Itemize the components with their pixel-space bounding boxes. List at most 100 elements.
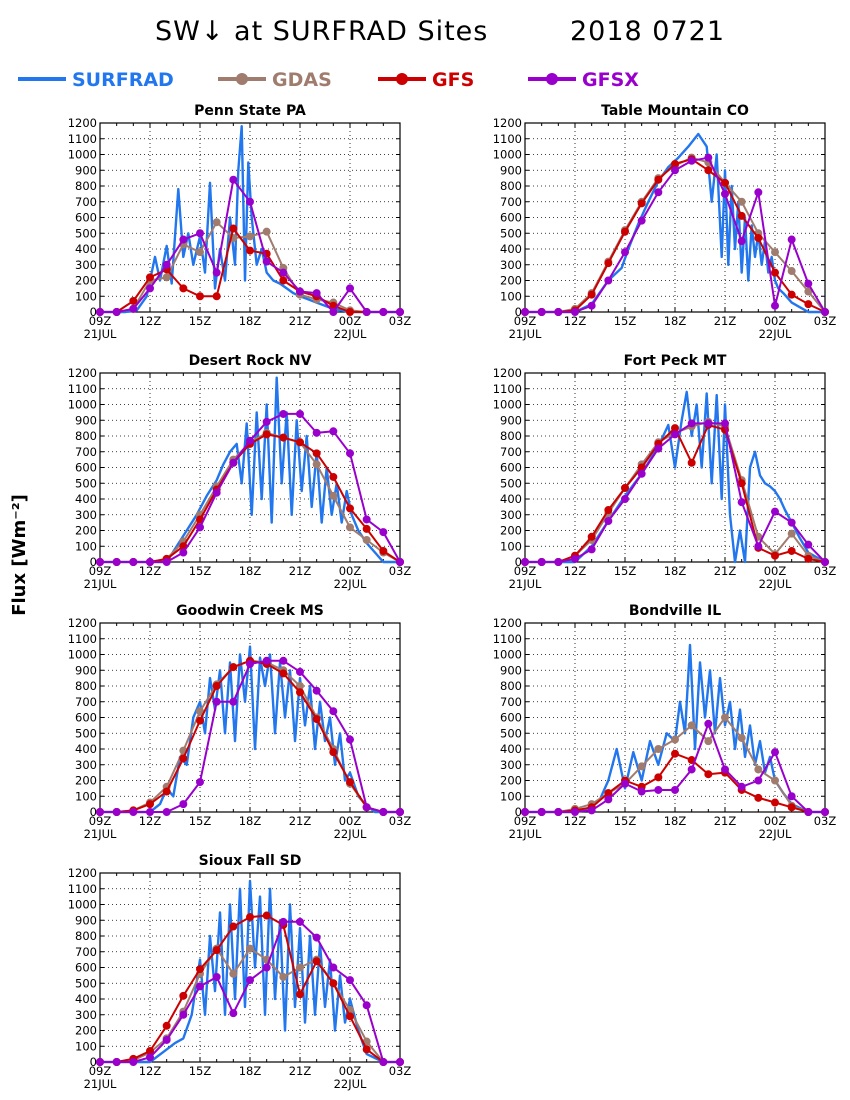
data-point	[604, 276, 613, 285]
y-tick-label: 900	[75, 913, 97, 927]
y-tick-label: 200	[75, 274, 97, 288]
data-point	[804, 540, 813, 549]
y-tick-label: 500	[75, 226, 97, 240]
data-point	[262, 227, 271, 236]
series-surfrad	[525, 643, 825, 814]
x-tick-sublabel: 22JUL	[334, 1077, 367, 1091]
x-tick-label: 00Z	[339, 314, 362, 328]
series-gfsx	[521, 719, 830, 817]
y-tick-label: 400	[75, 242, 97, 256]
x-tick-label: 09Z	[514, 314, 537, 328]
panel-sioux-fall-sd: Sioux Fall SD010020030040050060070080090…	[68, 853, 412, 1091]
panel-title: Table Mountain CO	[601, 103, 749, 119]
series-gfsx	[96, 656, 404, 817]
data-point	[604, 259, 613, 268]
data-point	[295, 990, 304, 999]
x-tick-label: 15Z	[189, 564, 212, 578]
data-point	[704, 737, 713, 746]
y-tick-label: 300	[500, 758, 522, 772]
y-tick-label: 300	[75, 258, 97, 272]
data-point	[721, 419, 730, 428]
data-point	[129, 808, 138, 817]
data-point	[162, 1035, 171, 1044]
data-point	[687, 458, 696, 467]
data-point	[295, 409, 304, 418]
data-point	[145, 273, 154, 282]
data-point	[195, 229, 204, 238]
x-tick-label: 18Z	[239, 314, 262, 328]
data-point	[771, 268, 780, 277]
data-point	[379, 528, 388, 537]
data-point	[637, 216, 646, 225]
data-point	[195, 982, 204, 991]
y-tick-label: 900	[500, 413, 522, 427]
y-tick-label: 700	[75, 445, 97, 459]
y-tick-label: 1200	[68, 366, 97, 380]
data-point	[737, 782, 746, 791]
y-axis-label: Flux [Wm⁻²]	[9, 494, 30, 616]
x-tick-label: 09Z	[89, 814, 112, 828]
y-tick-label: 500	[75, 726, 97, 740]
data-point	[245, 944, 254, 953]
data-point	[312, 715, 321, 724]
y-tick-label: 700	[75, 195, 97, 209]
data-point	[704, 166, 713, 175]
data-point	[345, 307, 354, 316]
series-gfsx	[96, 175, 404, 316]
data-point	[704, 719, 713, 728]
y-tick-label: 700	[500, 195, 522, 209]
data-point	[771, 551, 780, 560]
data-point	[212, 488, 221, 497]
data-point	[329, 472, 338, 481]
data-point	[312, 686, 321, 695]
y-tick-label: 400	[75, 492, 97, 506]
data-point	[787, 803, 796, 812]
data-point	[162, 558, 171, 567]
x-tick-label: 00Z	[339, 1064, 362, 1078]
data-point	[537, 558, 546, 567]
data-point	[229, 458, 238, 467]
x-tick-label: 18Z	[664, 314, 687, 328]
x-tick-label: 15Z	[189, 814, 212, 828]
data-point	[787, 235, 796, 244]
y-tick-label: 1100	[68, 882, 97, 896]
data-point	[587, 301, 596, 310]
data-point	[587, 806, 596, 815]
y-tick-label: 900	[75, 663, 97, 677]
y-tick-label: 1100	[493, 382, 522, 396]
data-point	[162, 808, 171, 817]
y-tick-label: 300	[75, 1008, 97, 1022]
y-tick-label: 300	[500, 508, 522, 522]
data-point	[229, 224, 238, 233]
y-tick-label: 300	[500, 258, 522, 272]
x-tick-label: 03Z	[389, 1064, 412, 1078]
data-point	[245, 232, 254, 241]
data-point	[604, 506, 613, 515]
y-tick-label: 200	[500, 274, 522, 288]
data-point	[212, 946, 221, 955]
y-tick-label: 800	[75, 929, 97, 943]
data-point	[345, 504, 354, 513]
panel-bondville-il: Bondville IL0100200300400500600700800900…	[493, 603, 837, 841]
data-point	[687, 721, 696, 730]
data-point	[821, 558, 830, 567]
y-tick-label: 800	[500, 679, 522, 693]
panel-title: Penn State PA	[194, 103, 306, 119]
x-tick-sublabel: 21JUL	[509, 827, 542, 841]
y-tick-label: 0	[90, 555, 97, 569]
data-point	[362, 1001, 371, 1010]
data-point	[395, 558, 404, 567]
data-point	[162, 1021, 171, 1030]
y-tick-label: 400	[75, 992, 97, 1006]
data-point	[704, 770, 713, 779]
data-point	[621, 483, 630, 492]
x-tick-label: 18Z	[239, 1064, 262, 1078]
data-point	[654, 444, 663, 453]
y-tick-label: 100	[75, 289, 97, 303]
x-tick-label: 00Z	[339, 814, 362, 828]
y-tick-label: 100	[75, 789, 97, 803]
x-tick-label: 09Z	[89, 1064, 112, 1078]
y-tick-label: 700	[500, 445, 522, 459]
legend-label: GFS	[432, 69, 474, 91]
y-tick-label: 1100	[68, 132, 97, 146]
